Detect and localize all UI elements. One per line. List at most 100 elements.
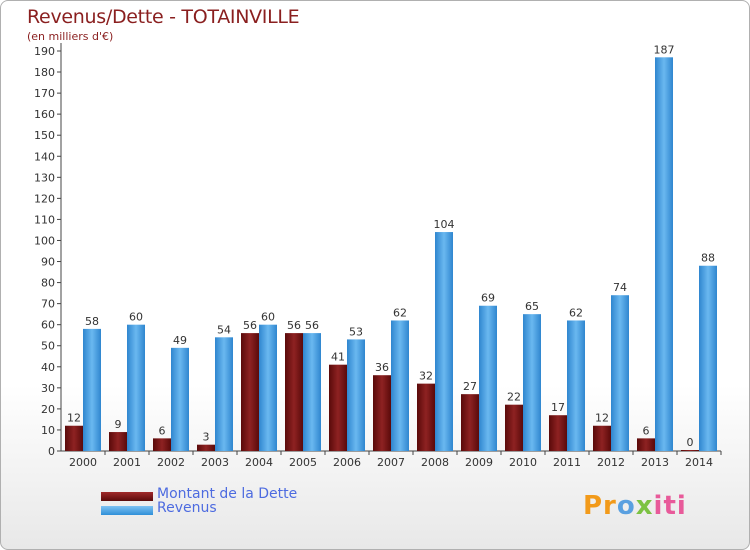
bar-debt-value-label: 41 [331, 351, 345, 364]
y-tick-label: 30 [41, 382, 55, 395]
bar-revenus [303, 333, 321, 451]
y-tick-label: 180 [34, 66, 55, 79]
bar-debt-value-label: 6 [159, 424, 166, 437]
bar-debt [549, 415, 567, 451]
bar-debt [241, 333, 259, 451]
logo-part: iti [653, 491, 687, 521]
x-tick-label: 2004 [245, 456, 273, 469]
bar-revenus-value-label: 60 [129, 311, 143, 324]
bar-debt [505, 404, 523, 451]
y-tick-label: 100 [34, 234, 55, 247]
bar-revenus [171, 347, 189, 451]
bar-revenus [215, 337, 233, 451]
y-tick-label: 190 [34, 45, 55, 58]
bar-debt-value-label: 17 [551, 401, 565, 414]
bar-debt-value-label: 12 [595, 412, 609, 425]
legend-label-revenus: Revenus [157, 500, 217, 516]
chart-title: Revenus/Dette - TOTAINVILLE [27, 6, 300, 28]
bar-revenus [347, 339, 365, 451]
bar-revenus [83, 328, 101, 451]
bar-debt [153, 438, 171, 451]
logo-part: o [616, 491, 636, 521]
bars [65, 57, 717, 451]
bar-debt [637, 438, 655, 451]
bar-revenus [127, 324, 145, 451]
y-tick-label: 150 [34, 129, 55, 142]
x-tick-label: 2000 [69, 456, 97, 469]
y-tick-label: 110 [34, 213, 55, 226]
bar-debt-value-label: 56 [287, 319, 301, 332]
bar-revenus [391, 320, 409, 451]
y-tick-label: 80 [41, 277, 55, 290]
bar-debt-value-label: 36 [375, 361, 389, 374]
legend-label-debt: Montant de la Dette [157, 486, 298, 502]
bar-revenus-value-label: 58 [85, 315, 99, 328]
bar-debt [65, 425, 83, 451]
y-tick-label: 70 [41, 298, 55, 311]
bar-revenus-value-label: 56 [305, 319, 319, 332]
x-tick-label: 2003 [201, 456, 229, 469]
x-tick-label: 2010 [509, 456, 537, 469]
x-tick-label: 2005 [289, 456, 317, 469]
bar-debt-value-label: 0 [687, 436, 694, 449]
bar-debt-value-label: 27 [463, 380, 477, 393]
chart-subtitle: (en milliers d'€) [27, 30, 114, 43]
x-tick-label: 2009 [465, 456, 493, 469]
bar-debt [109, 432, 127, 451]
y-tick-label: 50 [41, 340, 55, 353]
x-tick-label: 2006 [333, 456, 361, 469]
logo-part: x [635, 491, 654, 521]
bar-debt [593, 425, 611, 451]
bar-revenus [611, 295, 629, 451]
bar-revenus [259, 324, 277, 451]
legend-swatch-revenus [101, 506, 153, 515]
bar-revenus-value-label: 62 [393, 306, 407, 319]
y-tick-label: 40 [41, 361, 55, 374]
x-tick-label: 2008 [421, 456, 449, 469]
x-tick-label: 2002 [157, 456, 185, 469]
bar-debt-value-label: 3 [203, 431, 210, 444]
bar-debt-value-label: 56 [243, 319, 257, 332]
bar-revenus-value-label: 88 [701, 252, 715, 265]
x-tick-label: 2007 [377, 456, 405, 469]
y-tick-label: 170 [34, 87, 55, 100]
bar-revenus-value-label: 69 [481, 292, 495, 305]
x-tick-label: 2011 [553, 456, 581, 469]
bar-revenus [479, 305, 497, 451]
x-tick-label: 2001 [113, 456, 141, 469]
bar-revenus [655, 57, 673, 451]
bar-revenus-value-label: 104 [434, 218, 455, 231]
x-tick-label: 2013 [641, 456, 669, 469]
bar-revenus-value-label: 187 [654, 43, 675, 56]
bar-revenus [699, 265, 717, 451]
bar-revenus-value-label: 53 [349, 325, 363, 338]
bar-debt [373, 375, 391, 451]
bar-debt [417, 383, 435, 451]
y-tick-label: 60 [41, 319, 55, 332]
bar-debt [681, 450, 699, 451]
y-tick-label: 160 [34, 108, 55, 121]
bar-debt-value-label: 32 [419, 370, 433, 383]
bar-revenus-value-label: 65 [525, 300, 539, 313]
y-tick-label: 130 [34, 171, 55, 184]
bar-debt [461, 394, 479, 451]
bar-revenus [567, 320, 585, 451]
legend-swatch-debt [101, 492, 153, 501]
bar-revenus [435, 232, 453, 451]
y-tick-label: 140 [34, 150, 55, 163]
x-tick-label: 2012 [597, 456, 625, 469]
proxiti-logo: Proxiti [583, 491, 687, 521]
y-tick-label: 10 [41, 424, 55, 437]
bar-revenus-value-label: 54 [217, 323, 231, 336]
bar-debt [329, 364, 347, 451]
bar-revenus-value-label: 49 [173, 334, 187, 347]
bar-debt [285, 333, 303, 451]
bar-debt [197, 444, 215, 451]
bar-debt-value-label: 6 [643, 424, 650, 437]
y-tick-label: 90 [41, 256, 55, 269]
y-tick-label: 20 [41, 403, 55, 416]
logo-part: Pr [583, 491, 617, 521]
